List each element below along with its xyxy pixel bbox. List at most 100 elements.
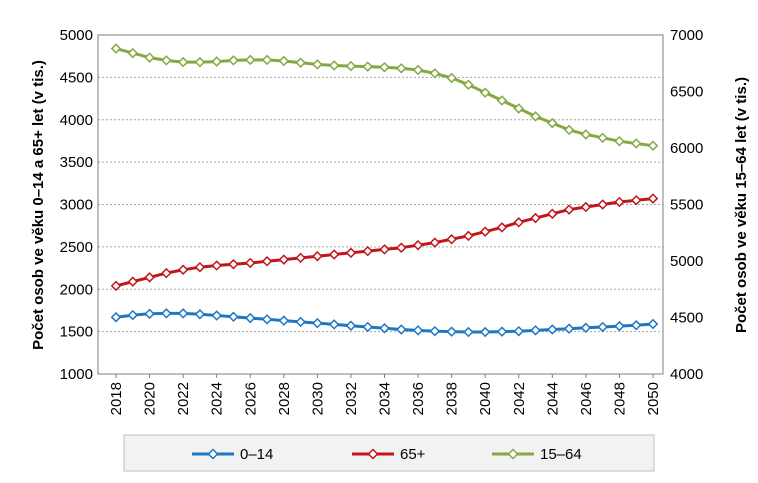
x-axis-ticks: 2018 2020 2022 2024 2026 2028 2030 2032 2034 2036… [108,374,662,415]
x-tick-label: 2050 [645,382,662,415]
data-point [278,254,290,265]
data-point [429,68,441,79]
data-point [345,320,357,331]
data-point [144,308,155,320]
data-point [161,308,172,319]
data-point [379,61,390,73]
plot-area [97,34,664,375]
x-tick-label: 2034 [377,382,394,415]
right-tick-label: 7000 [670,27,703,44]
data-point [530,212,541,224]
series-line-1 [115,197,654,288]
right-tick-label: 5500 [670,197,703,214]
right-tick-label: 4000 [670,366,703,383]
data-point [194,308,206,320]
data-point [211,56,222,67]
data-point [261,54,273,66]
right-tick-label: 5000 [670,253,703,270]
data-point [295,252,306,264]
data-point [446,233,457,245]
data-point [312,59,323,70]
x-tick-label: 2038 [444,382,461,415]
data-point [530,111,541,122]
right-tick-label: 6500 [670,84,703,101]
right-tick-label: 6000 [670,140,703,157]
data-point [177,264,189,276]
data-point [547,208,558,220]
data-point [362,321,373,333]
data-point [429,325,441,337]
right-axis-ticks: 4000 4500 5000 5500 6000 6500 7000 [670,27,703,383]
data-point [446,326,457,337]
data-point [396,324,407,335]
data-point [345,247,357,259]
data-point [312,317,323,329]
data-point [261,314,273,325]
data-point [228,258,239,270]
left-tick-label: 3500 [60,154,93,171]
legend-label: 65+ [400,446,426,463]
legend-swatch-marker [367,448,379,460]
data-point [530,325,541,336]
x-tick-label: 2040 [477,382,494,415]
x-tick-label: 2044 [544,382,561,415]
data-point [110,280,122,292]
data-point [463,79,474,90]
left-tick-label: 4500 [60,69,93,86]
data-point [211,310,222,321]
data-point [194,56,206,68]
x-tick-label: 2030 [309,382,326,415]
legend-label: 0–14 [240,446,273,463]
data-point [412,239,424,251]
data-point [396,63,407,74]
data-point [144,52,155,63]
data-point [127,309,139,321]
data-point [244,312,256,324]
data-point [496,326,508,337]
legend: 0–14 65+ 15–64 [192,446,582,463]
left-axis-title: Počet osob ve věku 0–14 a 65+ let (v tis… [30,60,47,350]
data-point [513,103,525,114]
x-tick-label: 2026 [242,382,259,415]
data-point [580,129,592,140]
data-point [228,55,239,66]
x-tick-label: 2036 [410,382,427,415]
gridlines [98,76,663,333]
data-point [479,326,491,338]
data-point [110,311,122,323]
x-tick-label: 2028 [276,382,293,415]
data-point [345,60,357,72]
x-tick-label: 2032 [343,382,360,415]
data-point [244,257,256,269]
data-point [127,276,139,287]
left-axis-ticks: 1000 1500 2000 2500 3000 3500 4000 4500 5000 [60,27,93,383]
data-point [563,124,575,136]
data-point [547,117,558,129]
series-layer [110,43,659,338]
x-tick-label: 2042 [511,382,528,415]
data-point [630,138,642,149]
x-tick-label: 2024 [209,382,226,415]
left-tick-label: 1500 [60,324,93,341]
data-point [261,256,273,267]
data-point [429,237,441,248]
data-point [161,267,172,279]
data-point [328,60,340,71]
data-point [580,322,592,334]
data-point [379,244,390,255]
data-point [513,217,525,228]
legend-swatch-marker [507,448,519,460]
data-point [614,135,625,147]
x-tick-label: 2018 [108,382,125,415]
data-point [614,320,625,332]
left-tick-label: 2000 [60,281,93,298]
data-point [630,195,642,206]
data-point [597,132,608,144]
data-point [396,242,407,253]
legend-swatch-marker [207,448,219,460]
data-point [513,325,525,337]
right-axis-title: Počet osob ve věku 15–64 let (v tis.) [733,77,750,333]
data-point [278,55,290,67]
data-point [463,326,474,338]
